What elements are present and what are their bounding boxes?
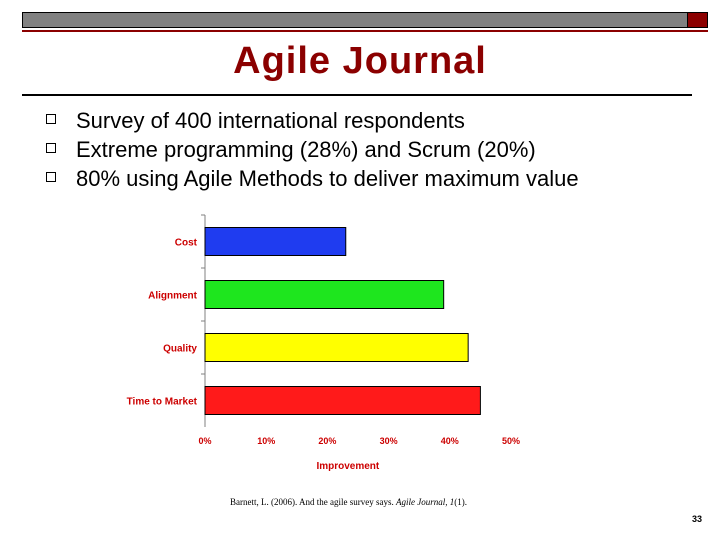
citation-text: Barnett, L. (2006). And the agile survey…: [230, 497, 396, 507]
chart-bar-quality: [204, 333, 469, 362]
square-bullet-icon: [46, 114, 56, 124]
chart-x-tick-label: 10%: [257, 436, 275, 446]
chart-x-tick-label: 0%: [198, 436, 211, 446]
citation: Barnett, L. (2006). And the agile survey…: [230, 497, 467, 507]
chart-category-label: Cost: [175, 238, 198, 249]
bullet-item: Extreme programming (28%) and Scrum (20%…: [46, 135, 579, 164]
top-decorative-bar-end: [687, 12, 708, 28]
chart-bar-cost: [204, 227, 347, 256]
square-bullet-icon: [46, 143, 56, 153]
bullet-text: 80% using Agile Methods to deliver maxim…: [76, 166, 579, 191]
bullet-item: Survey of 400 international respondents: [46, 106, 579, 135]
chart-x-tick-label: 20%: [318, 436, 336, 446]
citation-volume: 1: [449, 497, 455, 507]
bullet-text: Extreme programming (28%) and Scrum (20%…: [76, 137, 536, 162]
chart-x-tick-label: 50%: [502, 436, 520, 446]
chart-x-tick-label: 40%: [441, 436, 459, 446]
chart-category-label: Alignment: [148, 291, 198, 302]
top-rule: [22, 30, 708, 32]
square-bullet-icon: [46, 172, 56, 182]
chart-x-axis-label: Improvement: [316, 461, 379, 472]
chart-x-tick-label: 30%: [380, 436, 398, 446]
chart-bar-alignment: [204, 280, 445, 309]
title-rule: [22, 94, 692, 96]
bullet-text: Survey of 400 international respondents: [76, 108, 465, 133]
slide-title: Agile Journal: [233, 40, 487, 82]
page-number: 33: [691, 514, 702, 524]
chart-category-label: Quality: [163, 344, 197, 355]
bullet-item: 80% using Agile Methods to deliver maxim…: [46, 164, 579, 193]
chart-category-label: Time to Market: [127, 397, 198, 408]
chart-bar-time-to-market: [204, 386, 481, 415]
citation-issue: (1).: [454, 497, 467, 507]
citation-journal: Agile Journal,: [395, 497, 450, 507]
bullet-list: Survey of 400 international respondents …: [46, 106, 579, 193]
